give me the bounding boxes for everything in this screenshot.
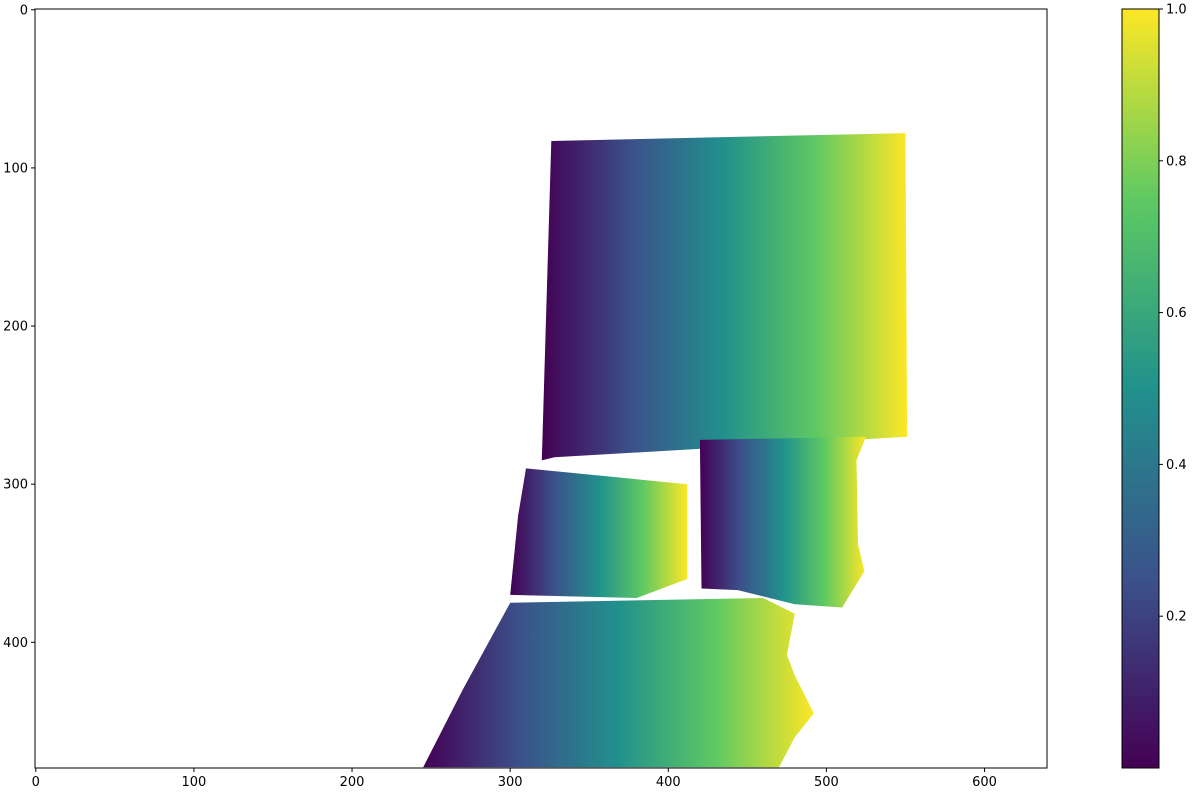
colorbar: 0.2 0.4 0.6 0.8 1.0 (1121, 3, 1187, 769)
valid-depth-regions (423, 133, 908, 768)
y-tick-label: 100 (3, 161, 28, 176)
colorbar-tick-label: 0.6 (1166, 306, 1187, 321)
x-tick-label: 300 (498, 775, 523, 790)
colorbar-ticks: 0.2 0.4 0.6 0.8 1.0 (1159, 3, 1187, 625)
y-axis: 0 100 200 300 400 (3, 3, 35, 651)
x-axis: 0 100 200 300 400 500 600 (32, 768, 997, 790)
depth-region-table-left (510, 468, 688, 598)
colorbar-tick-label: 0.8 (1166, 154, 1187, 169)
plot-frame (34, 8, 1048, 769)
depth-region-background-wall (541, 133, 908, 461)
colorbar-tick-label: 0.4 (1166, 458, 1187, 473)
y-tick-label: 300 (3, 478, 28, 493)
colorbar-tick-label: 0.2 (1166, 610, 1187, 625)
heatmap-plot-area (34, 8, 1048, 769)
y-tick-label: 0 (20, 3, 28, 18)
depth-region-box-object (699, 436, 866, 608)
colorbar-frame (1121, 8, 1160, 769)
x-tick-label: 0 (32, 775, 40, 790)
y-tick-label: 400 (3, 636, 28, 651)
x-tick-label: 400 (656, 775, 681, 790)
x-tick-label: 500 (814, 775, 839, 790)
colorbar-gradient (1122, 9, 1159, 768)
y-tick-label: 200 (3, 320, 28, 335)
x-tick-label: 100 (182, 775, 207, 790)
depth-region-table-front (423, 598, 814, 768)
colorbar-tick-label: 1.0 (1166, 3, 1187, 18)
x-tick-label: 600 (972, 775, 997, 790)
x-tick-label: 200 (340, 775, 365, 790)
